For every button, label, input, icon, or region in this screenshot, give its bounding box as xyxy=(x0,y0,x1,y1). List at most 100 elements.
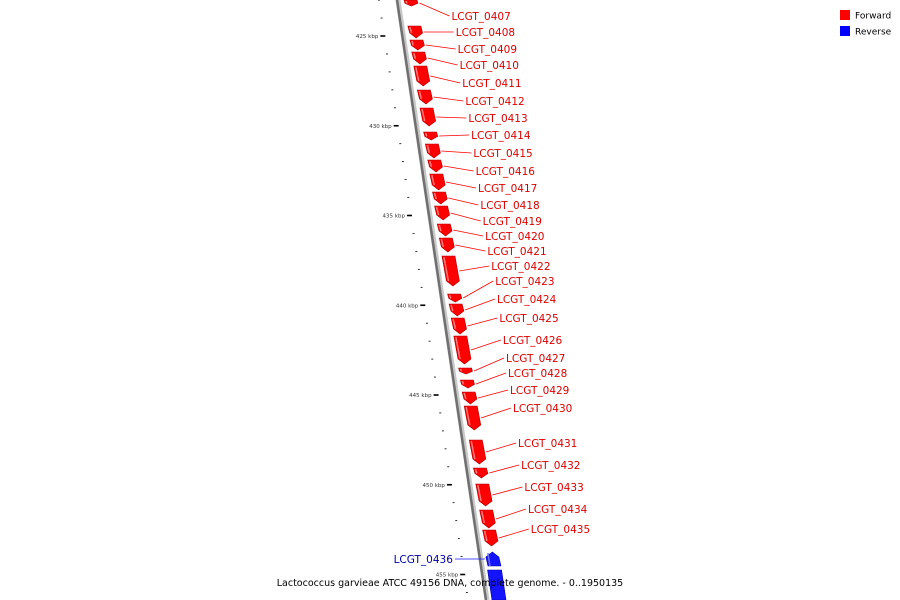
gene-label-lcgt_0423[interactable]: LCGT_0423 xyxy=(495,276,554,288)
gene-label-lcgt_0413[interactable]: LCGT_0413 xyxy=(468,113,527,125)
gene-label-lcgt_0427[interactable]: LCGT_0427 xyxy=(506,353,565,365)
gene-label-lcgt_0434[interactable]: LCGT_0434 xyxy=(528,504,588,516)
gene-arrow[interactable] xyxy=(468,439,487,465)
gene-label-lcgt_0435[interactable]: LCGT_0435 xyxy=(531,524,590,536)
gene-block-lcgt_0409[interactable] xyxy=(409,39,425,51)
gene-highlight xyxy=(415,66,420,82)
gene-arrow[interactable] xyxy=(411,51,427,65)
gene-label-lcgt_0410[interactable]: LCGT_0410 xyxy=(460,60,519,72)
gene-arrow[interactable] xyxy=(423,131,439,141)
gene-label-lcgt_0426[interactable]: LCGT_0426 xyxy=(503,335,563,347)
gene-arrow[interactable] xyxy=(482,529,499,547)
gene-label-lcgt_0432[interactable]: LCGT_0432 xyxy=(521,460,580,472)
gene-arrow[interactable] xyxy=(432,191,448,205)
gene-block-lcgt_0424[interactable] xyxy=(448,303,465,317)
gene-label-lcgt_0425[interactable]: LCGT_0425 xyxy=(499,313,558,325)
gene-block-lcgt_0425[interactable] xyxy=(450,317,467,335)
gene-block-lcgt_0418[interactable] xyxy=(432,191,448,205)
gene-block-lcgt_0431[interactable] xyxy=(468,439,487,465)
gene-arrow[interactable] xyxy=(407,25,423,39)
gene-label-lcgt_0429[interactable]: LCGT_0429 xyxy=(510,385,569,397)
gene-arrow[interactable] xyxy=(427,159,443,173)
gene-arrow[interactable] xyxy=(438,237,455,253)
gene-arrow[interactable] xyxy=(419,107,437,127)
gene-block-lcgt_0430[interactable] xyxy=(463,405,482,431)
gene-label-lcgt_0431[interactable]: LCGT_0431 xyxy=(518,438,577,450)
gene-block-lcgt_0419[interactable] xyxy=(434,205,450,221)
gene-arrow[interactable] xyxy=(441,255,460,287)
gene-label-lcgt_0417[interactable]: LCGT_0417 xyxy=(478,183,537,195)
gene-highlight xyxy=(461,380,465,385)
tick-label: 455 kbp xyxy=(436,573,459,579)
legend-label-forward: Forward xyxy=(855,12,891,22)
tick-label: 445 kbp xyxy=(409,393,432,399)
gene-arrow[interactable] xyxy=(450,317,467,335)
gene-block-lcgt_0427[interactable] xyxy=(458,367,473,375)
gene-arrow[interactable] xyxy=(448,303,465,317)
gene-label-lcgt_0422[interactable]: LCGT_0422 xyxy=(491,261,550,273)
gene-label-lcgt_0412[interactable]: LCGT_0412 xyxy=(465,96,524,108)
genes xyxy=(403,0,507,600)
gene-block-lcgt_0421[interactable] xyxy=(438,237,455,253)
gene-label-lcgt_0421[interactable]: LCGT_0421 xyxy=(487,246,546,258)
gene-block-lcgt_0435[interactable] xyxy=(482,529,499,547)
gene-block-lcgt_0429[interactable] xyxy=(461,391,478,405)
gene-label-lcgt_0428[interactable]: LCGT_0428 xyxy=(508,368,567,380)
gene-label-lcgt_0407[interactable]: LCGT_0407 xyxy=(451,11,510,23)
gene-block-lcgt_0408[interactable] xyxy=(407,25,423,39)
gene-label-lcgt_0424[interactable]: LCGT_0424 xyxy=(497,294,557,306)
gene-block-lcgt_0410[interactable] xyxy=(411,51,427,65)
gene-arrow[interactable] xyxy=(424,143,441,159)
gene-block-lcgt_0426[interactable] xyxy=(453,335,472,365)
gene-label-lcgt_0411[interactable]: LCGT_0411 xyxy=(462,78,521,90)
gene-block-lcgt_0415[interactable] xyxy=(424,143,441,159)
gene-highlight xyxy=(426,144,431,154)
gene-label-lcgt_0414[interactable]: LCGT_0414 xyxy=(471,130,531,142)
label-connector xyxy=(433,96,464,102)
gene-arrow[interactable] xyxy=(434,205,450,221)
gene-block-lcgt_0433[interactable] xyxy=(475,483,493,507)
gene-block-lcgt_0423[interactable] xyxy=(447,293,463,303)
gene-block-lcgt_0414[interactable] xyxy=(423,131,439,141)
gene-arrow[interactable] xyxy=(463,405,482,431)
gene-block-lcgt_0407[interactable] xyxy=(403,0,419,7)
gene-block-lcgt_0411[interactable] xyxy=(413,65,431,87)
gene-arrow[interactable] xyxy=(479,509,496,529)
gene-arrow[interactable] xyxy=(458,367,473,375)
gene-arrow[interactable] xyxy=(409,39,425,51)
gene-block-lcgt_0436[interactable] xyxy=(485,551,502,567)
gene-label-lcgt_0430[interactable]: LCGT_0430 xyxy=(513,403,572,415)
gene-label-lcgt_0408[interactable]: LCGT_0408 xyxy=(456,27,515,39)
gene-label-lcgt_0415[interactable]: LCGT_0415 xyxy=(473,148,532,160)
gene-arrow[interactable] xyxy=(475,483,493,507)
gene-arrow[interactable] xyxy=(403,0,419,7)
gene-label-lcgt_0419[interactable]: LCGT_0419 xyxy=(483,216,542,228)
gene-arrow[interactable] xyxy=(453,335,472,365)
label-connector xyxy=(480,407,512,419)
gene-arrow[interactable] xyxy=(461,391,478,405)
gene-arrow[interactable] xyxy=(436,223,453,237)
gene-block-lcgt_0413[interactable] xyxy=(419,107,437,127)
gene-label-lcgt_0433[interactable]: LCGT_0433 xyxy=(524,482,583,494)
gene-block-lcgt_0428[interactable] xyxy=(459,379,475,389)
gene-block-lcgt_0417[interactable] xyxy=(429,173,446,191)
gene-block-lcgt_0422[interactable] xyxy=(441,255,460,287)
gene-arrow[interactable] xyxy=(459,379,475,389)
gene-block-lcgt_0420[interactable] xyxy=(436,223,453,237)
tick-label: 425 kbp xyxy=(356,34,379,40)
gene-block-lcgt_0434[interactable] xyxy=(479,509,496,529)
gene-arrow[interactable] xyxy=(447,293,463,303)
gene-arrow[interactable] xyxy=(473,467,489,479)
label-connector xyxy=(489,464,520,474)
gene-arrow[interactable] xyxy=(413,65,431,87)
gene-label-lcgt_0418[interactable]: LCGT_0418 xyxy=(480,200,539,212)
gene-label-lcgt_0420[interactable]: LCGT_0420 xyxy=(485,231,544,243)
gene-label-lcgt_0436[interactable]: LCGT_0436 xyxy=(394,554,454,566)
gene-label-lcgt_0409[interactable]: LCGT_0409 xyxy=(458,44,517,56)
gene-block-lcgt_0432[interactable] xyxy=(473,467,489,479)
gene-block-lcgt_0412[interactable] xyxy=(416,89,433,105)
gene-arrow[interactable] xyxy=(416,89,433,105)
gene-label-lcgt_0416[interactable]: LCGT_0416 xyxy=(476,166,536,178)
gene-arrow[interactable] xyxy=(429,173,446,191)
gene-block-lcgt_0416[interactable] xyxy=(427,159,443,173)
